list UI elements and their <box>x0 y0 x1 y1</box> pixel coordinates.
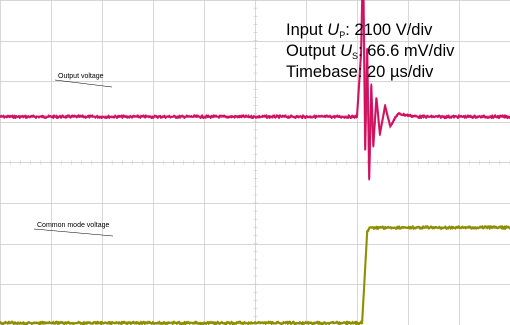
common-mode-annotation: Common mode voltage <box>33 222 114 237</box>
output-annotation-label: Output voltage <box>58 73 104 80</box>
timebase-label: Timebase: 20 µs/div <box>286 63 434 81</box>
series-core-line <box>0 0 510 179</box>
common-annotation-label: Common mode voltage <box>37 222 109 229</box>
series-common-mode-voltage <box>0 225 510 325</box>
input-scale-label: Input UP: 2100 V/div <box>286 21 433 40</box>
output-voltage-annotation: Output voltage <box>54 73 113 88</box>
output-annotation-line <box>54 79 113 88</box>
output-scale-label: Output US: 66.6 mV/div <box>286 42 455 61</box>
common-annotation-line <box>33 228 114 237</box>
scale-info: Input UP: 2100 V/div Output US: 66.6 mV/… <box>286 21 455 81</box>
series-core-line <box>0 226 510 325</box>
series-output-voltage <box>0 0 510 181</box>
